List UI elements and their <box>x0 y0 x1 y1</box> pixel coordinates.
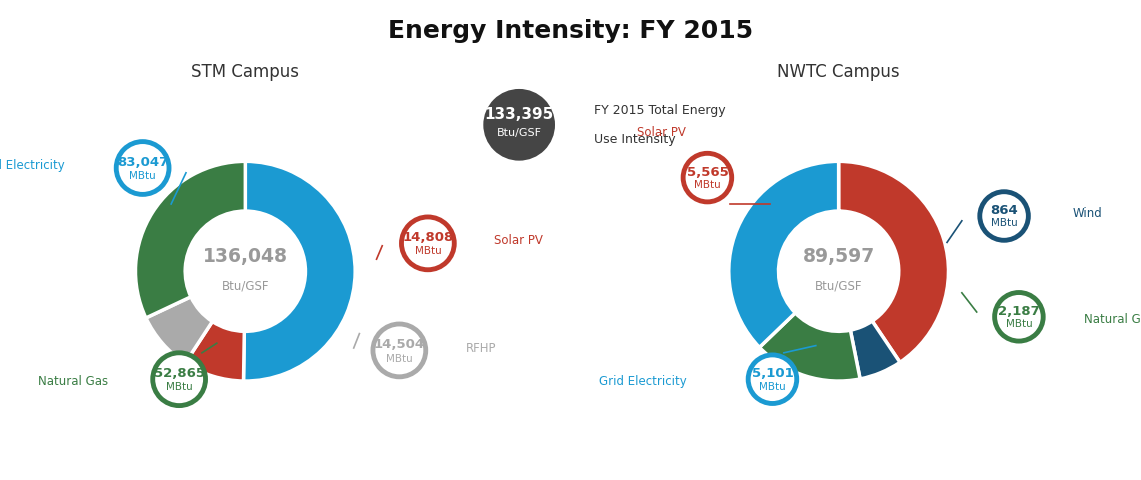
Text: 5,565: 5,565 <box>687 166 728 179</box>
Text: 133,395: 133,395 <box>485 107 553 122</box>
Text: NWTC Campus: NWTC Campus <box>777 63 900 81</box>
Text: Solar PV: Solar PV <box>494 234 543 248</box>
Text: FY 2015 Total Energy: FY 2015 Total Energy <box>594 104 726 117</box>
Circle shape <box>484 89 555 161</box>
Text: RFHP: RFHP <box>466 341 496 355</box>
Text: Wind: Wind <box>1073 207 1102 220</box>
Circle shape <box>995 292 1043 341</box>
Circle shape <box>402 217 454 270</box>
Wedge shape <box>729 161 839 348</box>
Text: Grid Electricity: Grid Electricity <box>599 375 687 388</box>
Wedge shape <box>839 161 948 362</box>
Text: MBtu: MBtu <box>414 246 442 256</box>
Text: Energy Intensity: FY 2015: Energy Intensity: FY 2015 <box>388 19 753 43</box>
Text: Btu/GSF: Btu/GSF <box>815 280 863 293</box>
Wedge shape <box>136 161 245 318</box>
Circle shape <box>980 192 1028 240</box>
Text: 136,048: 136,048 <box>203 247 288 265</box>
Text: MBtu: MBtu <box>990 218 1018 228</box>
Wedge shape <box>850 321 900 379</box>
Text: STM Campus: STM Campus <box>192 63 299 81</box>
Text: Btu/GSF: Btu/GSF <box>221 280 269 293</box>
Text: Btu/GSF: Btu/GSF <box>496 128 542 138</box>
Wedge shape <box>146 297 212 363</box>
Circle shape <box>373 324 426 377</box>
Text: 52,865: 52,865 <box>154 367 204 380</box>
Text: MBtu: MBtu <box>1005 319 1033 329</box>
Text: MBtu: MBtu <box>759 382 786 392</box>
Text: 5,101: 5,101 <box>752 367 793 380</box>
Circle shape <box>153 353 205 406</box>
Text: Solar PV: Solar PV <box>638 125 686 139</box>
Text: MBtu: MBtu <box>129 171 156 181</box>
Wedge shape <box>243 161 355 381</box>
Text: 89,597: 89,597 <box>802 247 875 265</box>
Circle shape <box>683 153 731 202</box>
Text: MBtu: MBtu <box>165 382 193 392</box>
Text: Natural Gas: Natural Gas <box>39 375 108 388</box>
Text: 14,808: 14,808 <box>403 231 453 244</box>
Circle shape <box>116 142 169 194</box>
Text: Natural Gas: Natural Gas <box>1084 312 1141 326</box>
Text: Grid Electricity: Grid Electricity <box>0 159 65 172</box>
Text: 14,504: 14,504 <box>374 338 424 351</box>
Text: MBtu: MBtu <box>694 180 721 190</box>
Text: MBtu: MBtu <box>386 353 413 363</box>
Text: 83,047: 83,047 <box>118 156 168 168</box>
Wedge shape <box>760 313 860 381</box>
Text: 864: 864 <box>990 204 1018 217</box>
Text: Use Intensity: Use Intensity <box>594 132 677 146</box>
Wedge shape <box>185 322 244 381</box>
Circle shape <box>748 355 796 404</box>
Text: 2,187: 2,187 <box>998 305 1039 318</box>
